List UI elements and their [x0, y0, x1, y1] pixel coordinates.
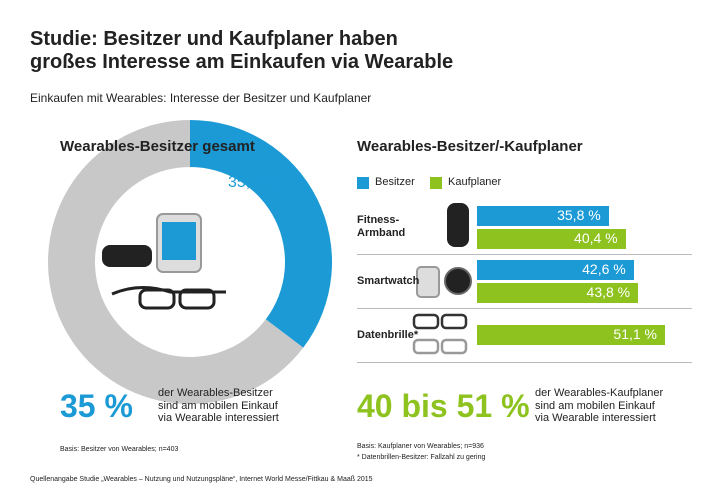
bar — [477, 325, 665, 345]
separator — [357, 308, 692, 309]
separator — [357, 362, 692, 363]
separator — [357, 254, 692, 255]
category-label: Fitness- Armband — [357, 214, 406, 239]
highlight: 35 % — [60, 388, 133, 424]
bar — [477, 259, 634, 280]
title: Studie: Besitzer und Kaufplaner haben gr… — [30, 28, 454, 73]
legend-swatch — [357, 177, 369, 189]
bar-label: 35,8 % — [557, 206, 601, 223]
highlight-text: der Wearables-Besitzer sind am mobilen E… — [158, 387, 279, 425]
chart-title: Wearables-Besitzer gesamt — [60, 138, 255, 155]
category-label: Smartwatch — [357, 274, 420, 287]
bar-label: 42,6 % — [582, 260, 626, 277]
donut-slice — [48, 120, 304, 404]
bar — [477, 228, 626, 249]
note: Basis: Besitzer von Wearables; n=403 — [60, 446, 179, 453]
source: Quellenangabe Studie „Wearables – Nutzun… — [30, 476, 373, 483]
bar — [477, 282, 639, 303]
legend-label: Kaufplaner — [448, 176, 502, 188]
subtitle: Einkaufen mit Wearables: Interesse der B… — [30, 91, 372, 105]
note: * Datenbrillen-Besitzer: Fallzahl zu ger… — [357, 454, 486, 461]
chart-title: Wearables-Besitzer/-Kaufplaner — [357, 138, 583, 155]
bar — [477, 205, 609, 226]
legend-swatch — [430, 177, 442, 189]
icons — [102, 203, 472, 355]
donut-slice — [190, 120, 333, 348]
bar-label: 40,4 % — [574, 229, 618, 246]
note: Basis: Kaufplaner von Wearables; n=936 — [357, 443, 484, 450]
bar-label: 51,1 % — [613, 326, 657, 342]
highlight: 40 bis 51 % — [357, 388, 530, 424]
legend-label: Besitzer — [375, 176, 415, 188]
highlight-text: der Wearables-Kaufplaner sind am mobilen… — [535, 387, 664, 425]
category-label: Datenbrille* — [357, 328, 419, 341]
bar-label: 43,8 % — [586, 283, 631, 300]
slice-label: 35,3 % — [228, 174, 278, 191]
